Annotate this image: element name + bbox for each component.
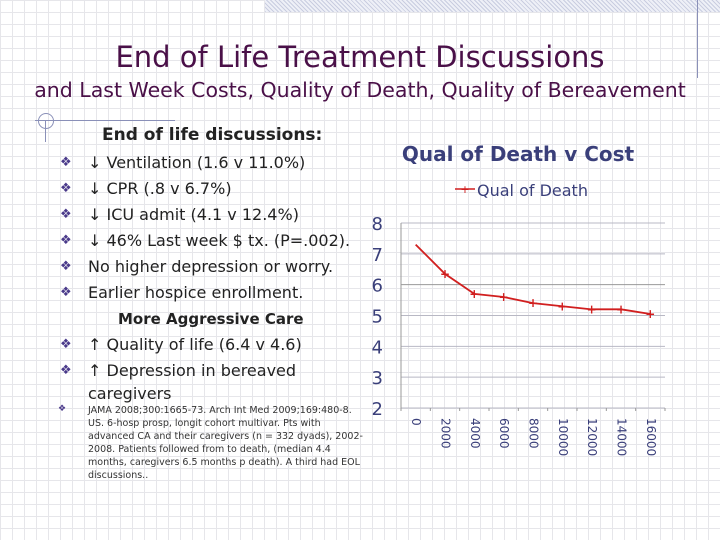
x-tick-label: 16000 bbox=[644, 418, 658, 456]
decorative-circle bbox=[38, 113, 54, 129]
subheading: More Aggressive Care bbox=[118, 310, 304, 328]
data-point-marker: + bbox=[528, 296, 538, 310]
y-tick-label: 5 bbox=[372, 307, 383, 328]
y-tick-label: 4 bbox=[372, 337, 383, 358]
series-line bbox=[415, 243, 651, 315]
reference-text: JAMA 2008;300:1665-73. Arch Int Med 2009… bbox=[88, 405, 363, 481]
data-point-marker: + bbox=[499, 290, 509, 304]
bullet-icon: ❖ bbox=[60, 233, 72, 248]
bullet-icon: ❖ bbox=[60, 155, 72, 170]
x-tick-label: 2000 bbox=[439, 418, 453, 449]
bullet-icon: ❖ bbox=[60, 337, 72, 352]
bullet-icon: ❖ bbox=[60, 259, 72, 274]
x-tick-label: 10000 bbox=[556, 418, 570, 456]
chart-title: Qual of Death v Cost bbox=[402, 142, 635, 166]
bullet-icon: ❖ bbox=[58, 404, 67, 414]
decorative-hatch-bar bbox=[265, 0, 720, 12]
data-point-marker: + bbox=[616, 302, 626, 316]
y-tick-label: 3 bbox=[372, 368, 383, 389]
decorative-short-line bbox=[45, 120, 46, 142]
x-tick-label: 12000 bbox=[585, 418, 599, 456]
data-point-marker: + bbox=[557, 299, 567, 313]
decorative-horizontal-line bbox=[35, 120, 175, 121]
section-heading: End of life discussions: bbox=[102, 125, 323, 145]
bullet-icon: ❖ bbox=[60, 363, 72, 378]
x-tick-label: 6000 bbox=[497, 418, 511, 449]
legend-marker: + bbox=[460, 183, 469, 196]
data-point-marker: + bbox=[645, 307, 655, 321]
legend: + Qual of Death bbox=[455, 181, 588, 200]
decorative-vertical-line bbox=[697, 0, 698, 78]
y-tick-label: 6 bbox=[372, 276, 383, 297]
y-tick-label: 7 bbox=[372, 245, 383, 266]
bullet-icon: ❖ bbox=[60, 285, 72, 300]
y-tick-label: 2 bbox=[372, 399, 383, 420]
slide-subtitle: and Last Week Costs, Quality of Death, Q… bbox=[34, 78, 686, 102]
data-point-marker: + bbox=[469, 287, 479, 301]
bullet-icon: ❖ bbox=[60, 181, 72, 196]
data-point-marker: + bbox=[440, 267, 450, 281]
legend-label: Qual of Death bbox=[477, 181, 588, 200]
x-tick-label: 0 bbox=[409, 418, 423, 426]
x-tick-label: 8000 bbox=[527, 418, 541, 449]
y-tick-label: 8 bbox=[372, 214, 383, 235]
data-point-marker: + bbox=[587, 302, 597, 316]
x-tick-label: 14000 bbox=[615, 418, 629, 456]
slide-title: End of Life Treatment Discussions bbox=[115, 40, 605, 74]
bullet-icon: ❖ bbox=[60, 207, 72, 222]
x-tick-label: 4000 bbox=[468, 418, 482, 449]
